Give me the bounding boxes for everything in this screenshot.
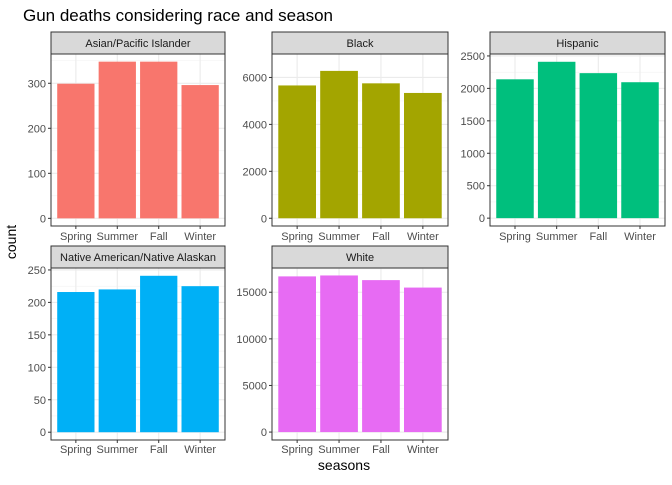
- y-tick-label: 2500: [461, 51, 485, 63]
- y-tick-label: 6000: [243, 72, 267, 84]
- y-tick-label: 250: [28, 265, 46, 277]
- facet-panel-white: White 0 5000 10000 15000 Spring Summer Fall Wint…: [236, 245, 449, 456]
- y-tick-label: 200: [28, 123, 46, 135]
- y-tick-label: 0: [40, 427, 46, 439]
- panel-border: [50, 267, 226, 441]
- x-tick-label: Summer: [318, 444, 360, 456]
- x-tick-label: Spring: [499, 231, 531, 243]
- y-tick-label: 100: [28, 168, 46, 180]
- y-tick-label: 5000: [243, 380, 267, 392]
- x-tick-label: Fall: [372, 444, 390, 456]
- facet-strip-label: Native American/Native Alaskan: [60, 252, 216, 264]
- bar-fall: [362, 83, 400, 219]
- bar-winter: [621, 82, 659, 219]
- y-axis-title: count: [3, 225, 19, 259]
- x-tick-label: Fall: [150, 444, 168, 456]
- panel-border: [271, 267, 449, 441]
- bar-spring: [57, 292, 95, 433]
- facet-panel-asian-pacific-islander: Asian/Pacific Islander 0 100 200 300 Spring Su…: [28, 31, 226, 243]
- y-tick-label: 0: [261, 213, 267, 225]
- facet-strip-label: White: [346, 252, 374, 264]
- facet-strip-label: Hispanic: [556, 38, 599, 50]
- facet-panel-black: Black 0 2000 4000 6000 Spring Summer Fall Winter: [243, 31, 449, 243]
- x-tick-label: Spring: [281, 444, 313, 456]
- x-axis-title: seasons: [318, 457, 370, 473]
- x-tick-label: Winter: [184, 444, 216, 456]
- x-tick-label: Winter: [407, 444, 439, 456]
- y-tick-label: 150: [28, 330, 46, 342]
- bar-fall: [362, 280, 400, 433]
- bar-spring: [496, 79, 534, 219]
- x-tick-label: Summer: [318, 231, 360, 243]
- x-tick-label: Spring: [60, 444, 92, 456]
- x-tick-label: Fall: [589, 231, 607, 243]
- facet-strip-label: Black: [347, 38, 374, 50]
- y-tick-label: 1500: [461, 116, 485, 128]
- bar-winter: [181, 286, 219, 433]
- x-tick-label: Winter: [407, 231, 439, 243]
- bar-spring: [278, 85, 316, 219]
- bar-summer: [98, 61, 136, 219]
- panel-border: [271, 53, 449, 227]
- facet-panels: Asian/Pacific Islander 0 100 200 300 Spring Su…: [28, 31, 666, 456]
- facet-panel-hispanic: Hispanic 0 500 1000 1500 2000 2500 Spring Summer…: [461, 31, 666, 243]
- bar-fall: [579, 73, 618, 219]
- y-tick-label: 1000: [461, 148, 485, 160]
- y-tick-label: 50: [34, 395, 46, 407]
- y-tick-label: 0: [479, 213, 485, 225]
- y-tick-label: 0: [261, 427, 267, 439]
- y-tick-label: 4000: [243, 119, 267, 131]
- x-tick-label: Spring: [281, 231, 313, 243]
- bar-winter: [404, 92, 442, 219]
- bar-winter: [181, 85, 219, 219]
- bar-fall: [140, 275, 178, 433]
- y-tick-label: 2000: [461, 83, 485, 95]
- x-tick-label: Fall: [372, 231, 390, 243]
- panel-border: [489, 53, 666, 227]
- bar-fall: [140, 61, 178, 219]
- panel-border: [50, 53, 226, 227]
- bar-spring: [278, 276, 316, 433]
- x-tick-label: Spring: [60, 231, 92, 243]
- y-tick-label: 500: [467, 181, 485, 193]
- y-tick-label: 200: [28, 297, 46, 309]
- x-tick-label: Summer: [97, 231, 139, 243]
- facet-panel-native-american-native-alaskan: Native American/Native Alaskan 0 50 100 150 2…: [28, 245, 226, 456]
- x-tick-label: Fall: [150, 231, 168, 243]
- bar-summer: [320, 70, 358, 219]
- x-tick-label: Summer: [97, 444, 139, 456]
- bar-winter: [404, 287, 442, 433]
- x-tick-label: Winter: [184, 231, 216, 243]
- facet-strip-label: Asian/Pacific Islander: [85, 38, 190, 50]
- y-tick-label: 300: [28, 78, 46, 90]
- y-tick-label: 100: [28, 362, 46, 374]
- y-tick-label: 15000: [236, 287, 267, 299]
- y-tick-label: 10000: [236, 334, 267, 346]
- x-tick-label: Winter: [624, 231, 656, 243]
- chart-title: Gun deaths considering race and season: [23, 6, 333, 25]
- y-tick-label: 2000: [243, 166, 267, 178]
- x-tick-label: Summer: [536, 231, 578, 243]
- bar-summer: [537, 61, 576, 219]
- bar-spring: [57, 83, 95, 219]
- y-tick-label: 0: [40, 213, 46, 225]
- bar-summer: [320, 275, 358, 433]
- bar-summer: [98, 289, 136, 433]
